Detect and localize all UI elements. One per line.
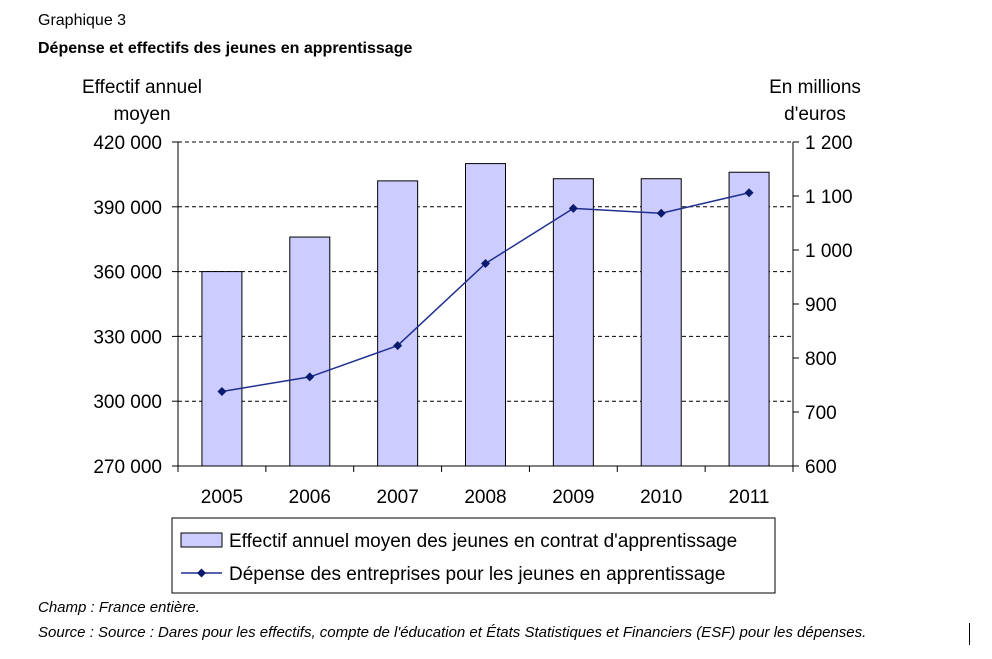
left-tick-label: 270 000 [93,457,162,478]
x-tick-label: 2005 [201,487,243,508]
expense-marker-2009 [568,203,578,213]
right-tick-label: 900 [805,295,837,316]
right-tick-label: 1 000 [805,241,853,262]
x-tick-label: 2006 [289,487,331,508]
chart-area: 420 000 390 000 360 000 330 000 300 000 270 0… [93,133,853,594]
right-axis-title: En millions d'euros [750,74,880,128]
expense-marker-2007 [393,341,403,351]
legend-line-label: Dépense des entreprises pour les jeunes … [229,564,725,585]
bar-2007 [377,180,419,467]
chart-title: Dépense et effectifs des jeunes en appre… [38,40,413,57]
left-axis-title: Effectif annuel moyen [62,74,222,128]
x-tick-label: 2009 [552,487,594,508]
right-tick-label: 800 [805,349,837,370]
bar-2006 [289,236,331,467]
bar-2010 [640,178,682,467]
text-cursor [969,623,970,645]
right-axis-title-line1: En millions [769,77,861,98]
left-axis-title-line1: Effectif annuel [81,77,203,98]
bar-2008 [465,163,506,467]
left-axis-title-line2: moyen [113,104,171,125]
legend-bar-swatch [180,532,223,548]
right-tick-label: 600 [805,457,837,478]
left-tick-label: 330 000 [93,327,162,348]
right-tick-label: 1 100 [805,187,853,208]
right-axis-title-line2: d'euros [784,104,846,125]
bar-2005 [201,271,243,467]
expense-marker-2011 [744,188,754,198]
legend-box [171,517,776,594]
x-tick-label: 2008 [464,487,506,508]
expense-marker-2006 [305,372,315,382]
x-tick-label: 2010 [640,487,682,508]
left-tick-label: 420 000 [93,133,162,154]
chart-label: Graphique 3 [38,12,127,29]
left-tick-label: 300 000 [93,392,162,413]
bar-2011 [728,171,770,467]
x-tick-label: 2007 [377,487,419,508]
expense-marker-2010 [656,208,666,218]
expense-marker-2005 [217,386,227,396]
legend-line-marker [197,568,206,578]
right-tick-label: 700 [805,403,837,424]
bar-2009 [552,178,594,467]
x-tick-label: 2011 [729,487,770,508]
expense-marker-2008 [481,259,490,268]
left-tick-label: 360 000 [93,263,162,284]
legend-bar-label: Effectif annuel moyen des jeunes en cont… [229,531,737,552]
footer-source: Source : Source : Dares pour les effecti… [38,624,867,641]
right-tick-label: 1 200 [805,133,853,154]
left-tick-label: 390 000 [93,198,162,219]
footer-scope: Champ : France entière. [38,599,200,616]
